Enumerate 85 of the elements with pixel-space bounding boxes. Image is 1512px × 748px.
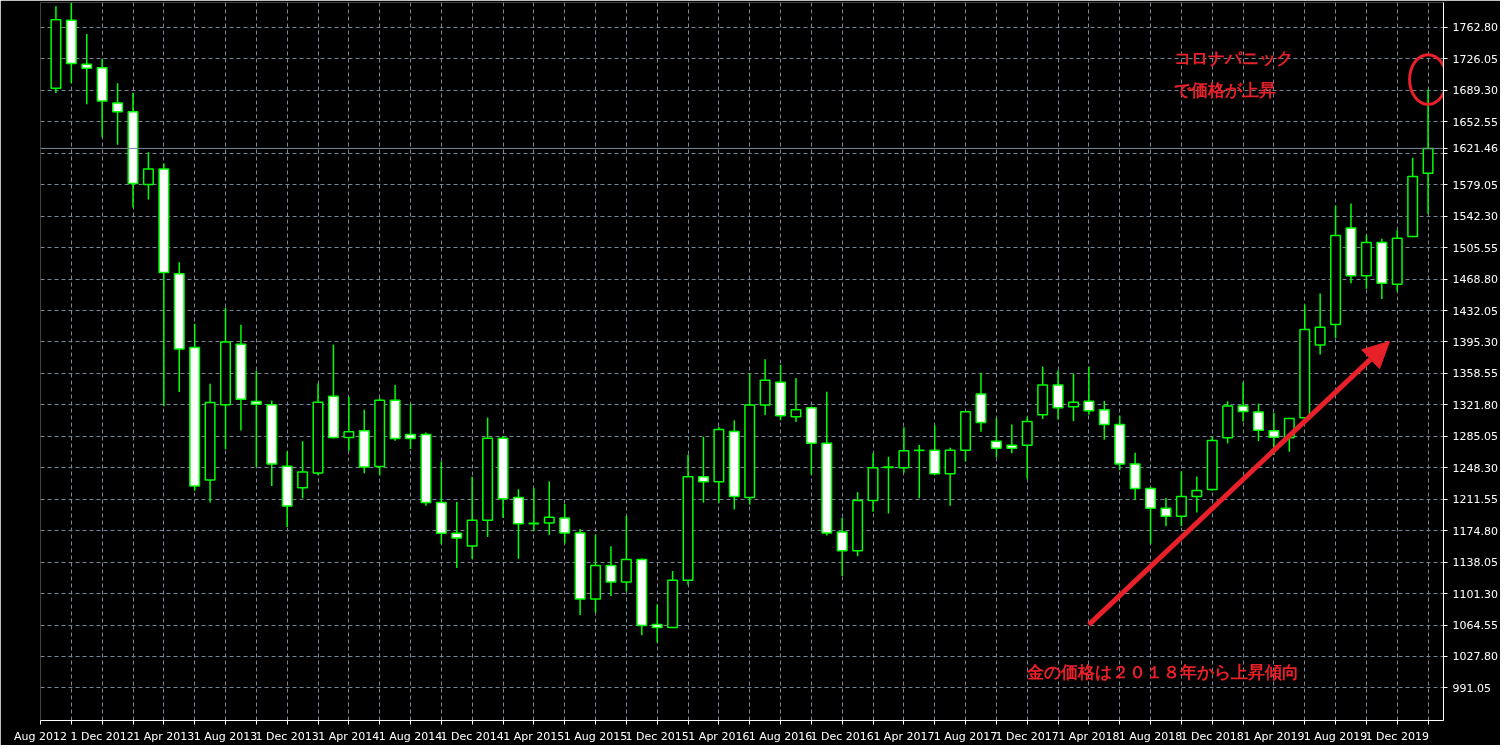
y-tick-label: 1211.55	[1452, 493, 1498, 507]
candlestick	[882, 456, 894, 515]
candlestick	[944, 447, 956, 507]
x-tick-label: 1 Aug 2019	[1303, 729, 1368, 743]
y-tick-label: 1542.30	[1452, 210, 1498, 224]
x-tick-label: 1 Aug 2016	[748, 729, 813, 743]
candlestick	[898, 426, 910, 474]
candlestick	[1160, 497, 1172, 528]
y-tick-label: 1358.55	[1452, 367, 1498, 381]
candlestick	[620, 515, 632, 593]
candlestick	[1237, 381, 1249, 423]
candlestick	[1083, 365, 1095, 416]
candlestick	[1314, 292, 1326, 356]
y-tick-label: 1652.55	[1452, 115, 1498, 129]
candlestick	[990, 417, 1002, 459]
candlestick	[790, 377, 802, 423]
x-tick-label: 1 Apr 2015	[503, 729, 565, 743]
candlestick	[1098, 400, 1110, 441]
y-tick-label: 991.05	[1452, 681, 1491, 695]
x-tick-label: 1 Apr 2014	[318, 729, 380, 743]
candlestick	[836, 517, 848, 577]
x-tick-label: 1 Apr 2019	[1243, 729, 1305, 743]
y-tick-label: 1321.80	[1452, 398, 1498, 412]
x-tick-label: 1 Aug 2017	[933, 729, 998, 743]
x-tick-label: 1 Aug 2014	[378, 729, 443, 743]
x-tick-label: 1 Apr 2013	[133, 729, 195, 743]
y-tick-label: 1248.30	[1452, 461, 1498, 475]
x-tick-label: Aug 2012	[14, 729, 67, 743]
candlestick	[142, 151, 154, 201]
candlestick	[1052, 369, 1064, 421]
candlestick	[81, 33, 93, 105]
y-tick-label: 1468.80	[1452, 273, 1498, 287]
candlestick	[297, 440, 309, 500]
x-tick-label: 1 Aug 2015	[563, 729, 628, 743]
x-tick-label: 1 Dec 2014	[440, 729, 504, 743]
y-tick-label: 1174.80	[1452, 524, 1498, 538]
candlestick	[250, 370, 262, 468]
y-tick-label: 1027.80	[1452, 650, 1498, 664]
y-tick-label: 1101.30	[1452, 587, 1498, 601]
candlestick	[1268, 412, 1280, 456]
y-tick-label: 1285.05	[1452, 430, 1498, 444]
x-tick-label: 1 Aug 2018	[1118, 729, 1183, 743]
annotation: コロナパニック	[1173, 48, 1293, 69]
candlestick	[112, 82, 124, 146]
candlestick	[1021, 415, 1033, 480]
x-tick-label: 1 Dec 2017	[995, 729, 1059, 743]
candlestick	[1252, 402, 1265, 442]
x-tick-label: 1 Apr 2017	[873, 729, 935, 743]
y-tick-label: 1689.30	[1452, 84, 1498, 98]
candlestick	[913, 444, 925, 499]
x-tick-label: 1 Dec 2012	[70, 729, 134, 743]
y-tick-label: 1395.30	[1452, 335, 1498, 349]
x-tick-label: 1 Dec 2018	[1180, 729, 1244, 743]
x-tick-label: 1 Apr 2018	[1058, 729, 1120, 743]
ref-line-label: 1621.46	[1452, 142, 1498, 156]
annotation: で価格が上昇	[1173, 79, 1276, 100]
x-tick-label: 1 Dec 2013	[255, 729, 319, 743]
y-tick-label: 1138.05	[1452, 556, 1498, 570]
candlestick	[1006, 423, 1018, 454]
candlestick	[451, 501, 463, 569]
candlestick	[605, 545, 617, 597]
candlestick	[929, 424, 941, 476]
candlestick	[404, 403, 417, 450]
candlestick	[697, 435, 709, 504]
candlestick	[543, 480, 555, 536]
annotation: 金の価格は２０１８年から上昇傾向	[1026, 661, 1300, 682]
candlestick	[1145, 486, 1157, 545]
candlestick	[651, 603, 663, 644]
x-tick-label: 1 Dec 2019	[1365, 729, 1429, 743]
x-tick-label: 1 Dec 2015	[625, 729, 689, 743]
y-tick-label: 1726.05	[1452, 52, 1498, 66]
candlestick	[559, 503, 571, 545]
x-tick-label: 1 Aug 2013	[193, 729, 258, 743]
candlestick	[528, 487, 540, 532]
y-tick-label: 1762.80	[1452, 21, 1498, 35]
candlestick	[1067, 372, 1080, 422]
x-tick-label: 1 Apr 2016	[688, 729, 750, 743]
y-tick-label: 1579.05	[1452, 178, 1498, 192]
candlestick	[1191, 475, 1203, 514]
y-tick-label: 1432.05	[1452, 304, 1498, 318]
candlestick	[1175, 470, 1187, 527]
candlestick	[343, 396, 355, 452]
y-tick-label: 1505.55	[1452, 241, 1498, 255]
y-tick-label: 1064.55	[1452, 619, 1498, 633]
x-tick-label: 1 Dec 2016	[810, 729, 874, 743]
